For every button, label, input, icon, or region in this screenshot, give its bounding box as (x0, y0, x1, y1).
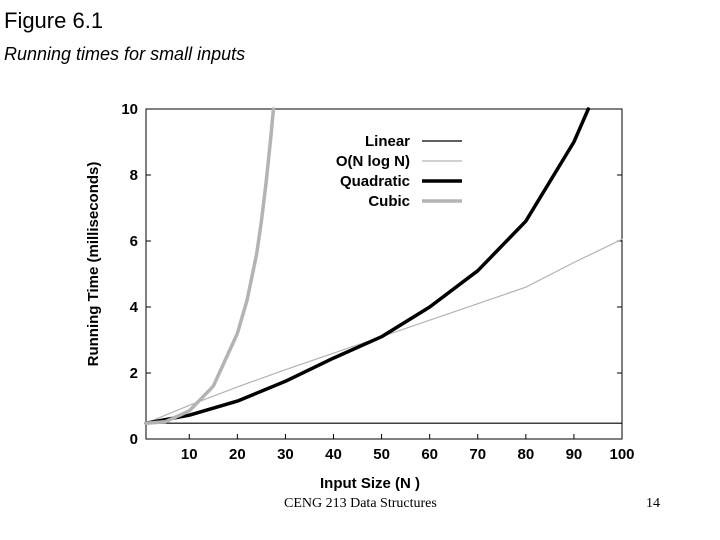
x-tick-label: 30 (277, 446, 294, 463)
x-tick-label: 50 (373, 446, 390, 463)
figure-subtitle: Running times for small inputs (4, 44, 246, 64)
legend-label: Linear (365, 133, 410, 150)
y-tick-label: 10 (121, 101, 138, 118)
legend-label: Cubic (368, 193, 410, 210)
x-tick-label: 100 (609, 446, 634, 463)
x-tick-label: 40 (325, 446, 342, 463)
y-axis-label: Running Time (milliseconds) (85, 162, 102, 367)
x-tick-label: 90 (566, 446, 583, 463)
legend-label: O(N log N) (336, 153, 410, 170)
plot-frame (145, 108, 623, 440)
x-tick-label: 10 (181, 446, 198, 463)
legend: Linear O(N log N) Quadratic Cubic (336, 133, 462, 210)
y-tick-label: 4 (130, 299, 139, 316)
x-tick-label: 60 (421, 446, 438, 463)
x-tick-label: 80 (517, 446, 534, 463)
x-tick-label: 70 (469, 446, 486, 463)
y-tick-label: 8 (130, 167, 138, 184)
y-tick-label: 2 (130, 365, 138, 382)
legend-label: Quadratic (340, 173, 410, 190)
y-tick-label: 0 (130, 431, 138, 448)
x-axis-label: Input Size (N ) (320, 475, 420, 492)
x-tick-label: 20 (229, 446, 246, 463)
page-number: 14 (646, 496, 660, 511)
series-line-2 (144, 107, 591, 425)
series-line-3 (144, 107, 276, 425)
footer-course: CENG 213 Data Structures (284, 496, 437, 511)
y-tick-label: 6 (130, 233, 138, 250)
figure-title: Figure 6.1 (4, 8, 104, 33)
series-line-1 (145, 238, 623, 424)
